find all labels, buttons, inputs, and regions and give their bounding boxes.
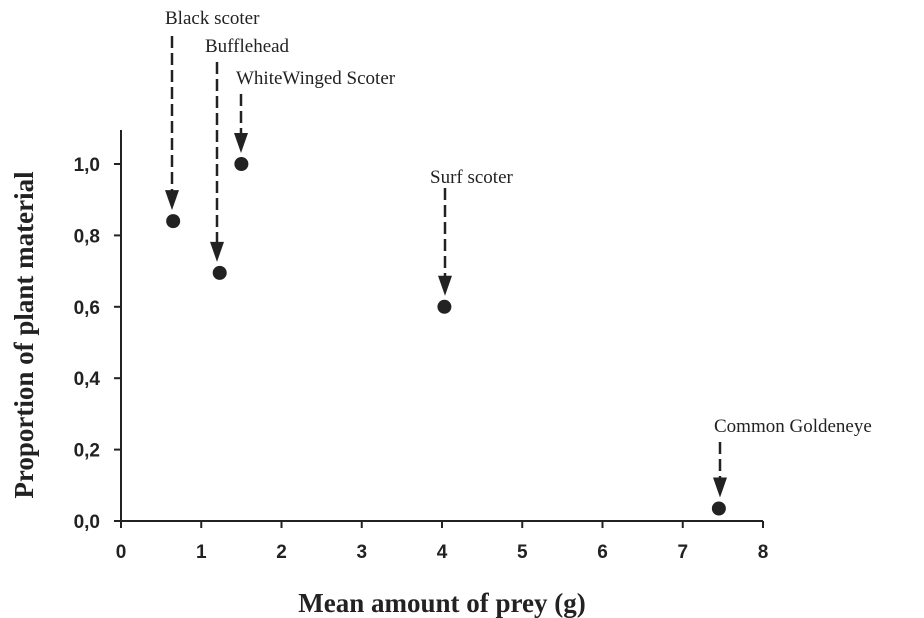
x-tick-label: 6 bbox=[597, 542, 608, 563]
annotation-arrow-head bbox=[713, 477, 727, 498]
data-points bbox=[166, 157, 726, 516]
data-point bbox=[437, 299, 452, 314]
annotation-arrow-head bbox=[210, 241, 224, 262]
ticks: 0 1 2 3 4 5 6 7 8 0,0 0,2 0,4 0,6 0,8 1,0 bbox=[74, 155, 769, 563]
data-point bbox=[212, 265, 227, 280]
point-annotation-label: WhiteWinged Scoter bbox=[236, 68, 396, 89]
data-point bbox=[234, 157, 249, 171]
annotations: Black scoter Bufflehead WhiteWinged Scoter… bbox=[165, 8, 872, 498]
x-tick-label: 1 bbox=[196, 542, 207, 563]
y-tick-label: 0,2 bbox=[74, 441, 100, 462]
y-tick-label: 0,8 bbox=[74, 226, 100, 247]
point-annotation-label: Surf scoter bbox=[430, 167, 514, 188]
point-annotation-label: Black scoter bbox=[165, 8, 260, 29]
y-tick-label: 1,0 bbox=[74, 155, 100, 176]
annotation-arrow-head bbox=[234, 133, 248, 153]
x-tick-label: 8 bbox=[758, 542, 769, 563]
x-tick-label: 3 bbox=[356, 542, 367, 563]
point-annotation-label: Common Goldeneye bbox=[714, 416, 872, 437]
point-annotation-label: Bufflehead bbox=[205, 36, 290, 57]
x-axis-label: Mean amount of prey (g) bbox=[298, 588, 585, 618]
x-tick-label: 5 bbox=[517, 542, 528, 563]
y-tick-label: 0,6 bbox=[74, 298, 100, 319]
y-axis-label: Proportion of plant material bbox=[9, 171, 39, 499]
y-tick-label: 0,0 bbox=[74, 512, 100, 533]
x-tick-label: 7 bbox=[677, 542, 688, 563]
y-tick-label: 0,4 bbox=[74, 369, 101, 390]
x-tick-label: 0 bbox=[116, 542, 127, 563]
annotation-arrow-head bbox=[165, 190, 179, 211]
annotation-arrow-head bbox=[438, 275, 452, 296]
data-point bbox=[166, 214, 181, 229]
x-tick-label: 4 bbox=[437, 542, 448, 563]
x-tick-label: 2 bbox=[276, 542, 287, 563]
data-point bbox=[711, 501, 726, 516]
